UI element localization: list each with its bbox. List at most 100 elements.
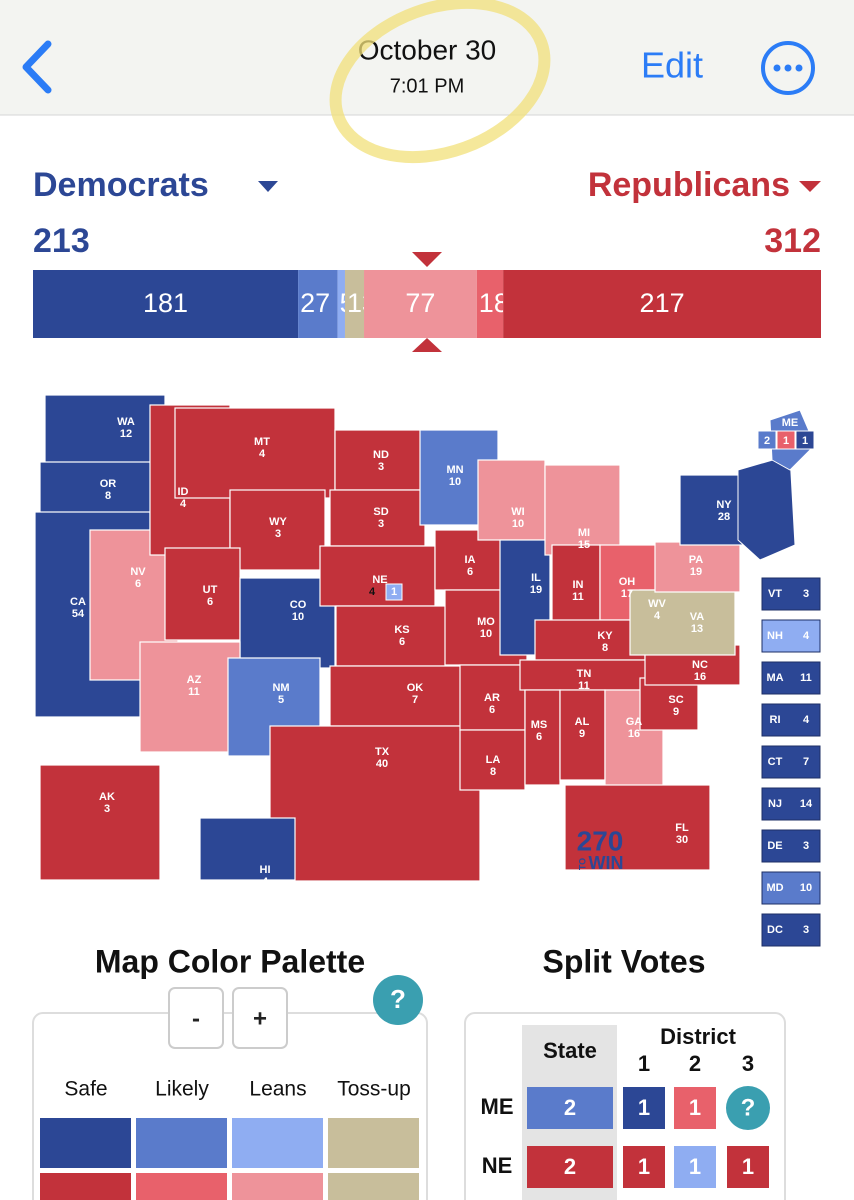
swatch[interactable] [328,1118,419,1168]
split-value: 1 [638,1095,650,1120]
split-value: 1 [689,1095,701,1120]
district-votes: 1 [391,586,397,598]
state[interactable] [477,459,546,541]
state[interactable] [139,641,241,753]
split-cell[interactable] [674,1087,716,1129]
state[interactable] [44,394,166,466]
state[interactable] [459,664,526,731]
state[interactable] [164,547,241,641]
state-votes: 8 [490,766,496,778]
district-votes: 1 [802,435,808,447]
palette-button[interactable] [232,987,288,1049]
state-votes: 6 [489,704,495,716]
small-state-box[interactable] [761,745,821,779]
swatch[interactable] [136,1118,227,1168]
help-button[interactable] [726,1086,770,1130]
bar-segment[interactable] [476,270,504,338]
small-state-box[interactable] [761,577,821,611]
small-state-box[interactable] [761,619,821,653]
more-button[interactable] [761,41,815,95]
split-cell[interactable] [623,1087,665,1129]
state[interactable] [329,665,466,727]
small-state-box[interactable] [761,661,821,695]
swatch[interactable] [136,1173,227,1200]
state[interactable] [335,605,457,667]
bar-segment[interactable] [503,270,821,338]
swatch[interactable] [40,1118,131,1168]
help-label: ? [741,1094,756,1121]
state-votes: 4 [180,498,187,510]
state-abbr: GA [626,716,643,728]
small-state-box[interactable] [761,913,821,947]
swatch[interactable] [328,1173,419,1200]
small-state-box[interactable] [761,829,821,863]
small-state-abbr: MD [766,882,783,894]
state[interactable] [524,689,561,786]
bar-segment[interactable] [33,270,299,338]
state-abbr: WI [511,506,524,518]
bar-segment[interactable] [344,270,365,338]
split-cell[interactable] [727,1146,769,1188]
split-cell[interactable] [527,1087,613,1129]
palette-column: Toss-up [337,1078,411,1101]
state-votes: 11 [188,686,200,698]
bar-segment[interactable] [364,270,477,338]
small-state-box[interactable] [761,703,821,737]
small-state-votes: 3 [803,924,809,936]
state[interactable] [319,545,436,607]
state[interactable] [534,619,646,661]
split-cell[interactable] [623,1146,665,1188]
district-header: 3 [742,1051,754,1076]
district-box[interactable] [776,430,796,450]
state-abbr: NC [692,659,708,671]
rep-dropdown[interactable] [799,181,821,192]
rep-name[interactable]: Republicans [588,166,790,204]
state-votes: 10 [449,476,461,488]
split-value: 1 [638,1154,650,1179]
state[interactable] [629,589,736,656]
small-state-votes: 7 [803,756,809,768]
small-state-box[interactable] [761,871,821,905]
split-cell[interactable] [527,1146,613,1188]
state[interactable] [199,817,296,881]
state-abbr: VA [690,611,705,623]
state-abbr: OR [100,478,117,490]
swatch[interactable] [232,1118,323,1168]
state[interactable] [269,725,481,882]
state-abbr: PA [689,554,704,566]
back-button[interactable] [22,40,52,94]
bar-label: 18 [479,288,509,318]
district-box[interactable] [385,583,403,601]
state-abbr: AZ [187,674,202,686]
state-votes: 19 [690,566,702,578]
small-state-votes: 4 [803,714,810,726]
district-votes: 2 [764,435,770,447]
dem-dropdown[interactable] [258,181,278,192]
state[interactable] [334,429,424,491]
button-label: - [192,1005,200,1032]
help-button[interactable] [373,975,423,1025]
bar-label: 181 [143,288,188,318]
edit-button[interactable]: Edit [641,45,703,86]
state[interactable] [174,407,336,499]
palette-button[interactable] [168,987,224,1049]
split-cell[interactable] [674,1146,716,1188]
dem-name[interactable]: Democrats [33,166,209,204]
district-box[interactable] [757,430,777,450]
state[interactable] [239,577,336,669]
bar-segment[interactable] [337,270,345,338]
time: 7:01 PM [390,75,464,97]
district-box[interactable] [795,430,815,450]
state[interactable] [639,677,699,731]
state[interactable] [544,464,621,556]
state-abbr: NE [372,574,387,586]
swatch[interactable] [232,1173,323,1200]
swatch[interactable] [40,1173,131,1200]
state[interactable] [329,489,426,547]
state[interactable] [229,489,326,571]
district-header: 2 [689,1051,701,1076]
state[interactable] [564,784,711,871]
state[interactable] [39,764,161,881]
bar-segment[interactable] [298,270,338,338]
small-state-box[interactable] [761,787,821,821]
